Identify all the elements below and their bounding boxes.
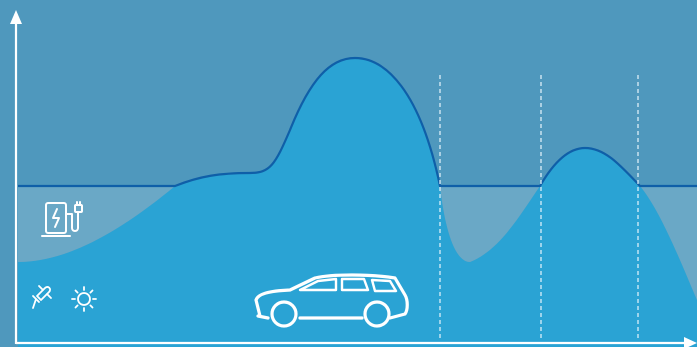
ev-charging-station-icon	[41, 201, 83, 237]
pale-mid-area	[440, 186, 540, 262]
plug-icon	[32, 285, 52, 309]
pale-left-area	[18, 186, 175, 262]
demand-curve-line	[18, 56, 697, 188]
sun-icon	[71, 286, 97, 312]
station-wagon-car-icon	[254, 273, 409, 328]
y-axis-arrow	[10, 10, 22, 24]
pale-right-area	[640, 186, 697, 300]
grid-demand-fill	[18, 58, 697, 347]
x-axis-arrow	[684, 337, 697, 347]
